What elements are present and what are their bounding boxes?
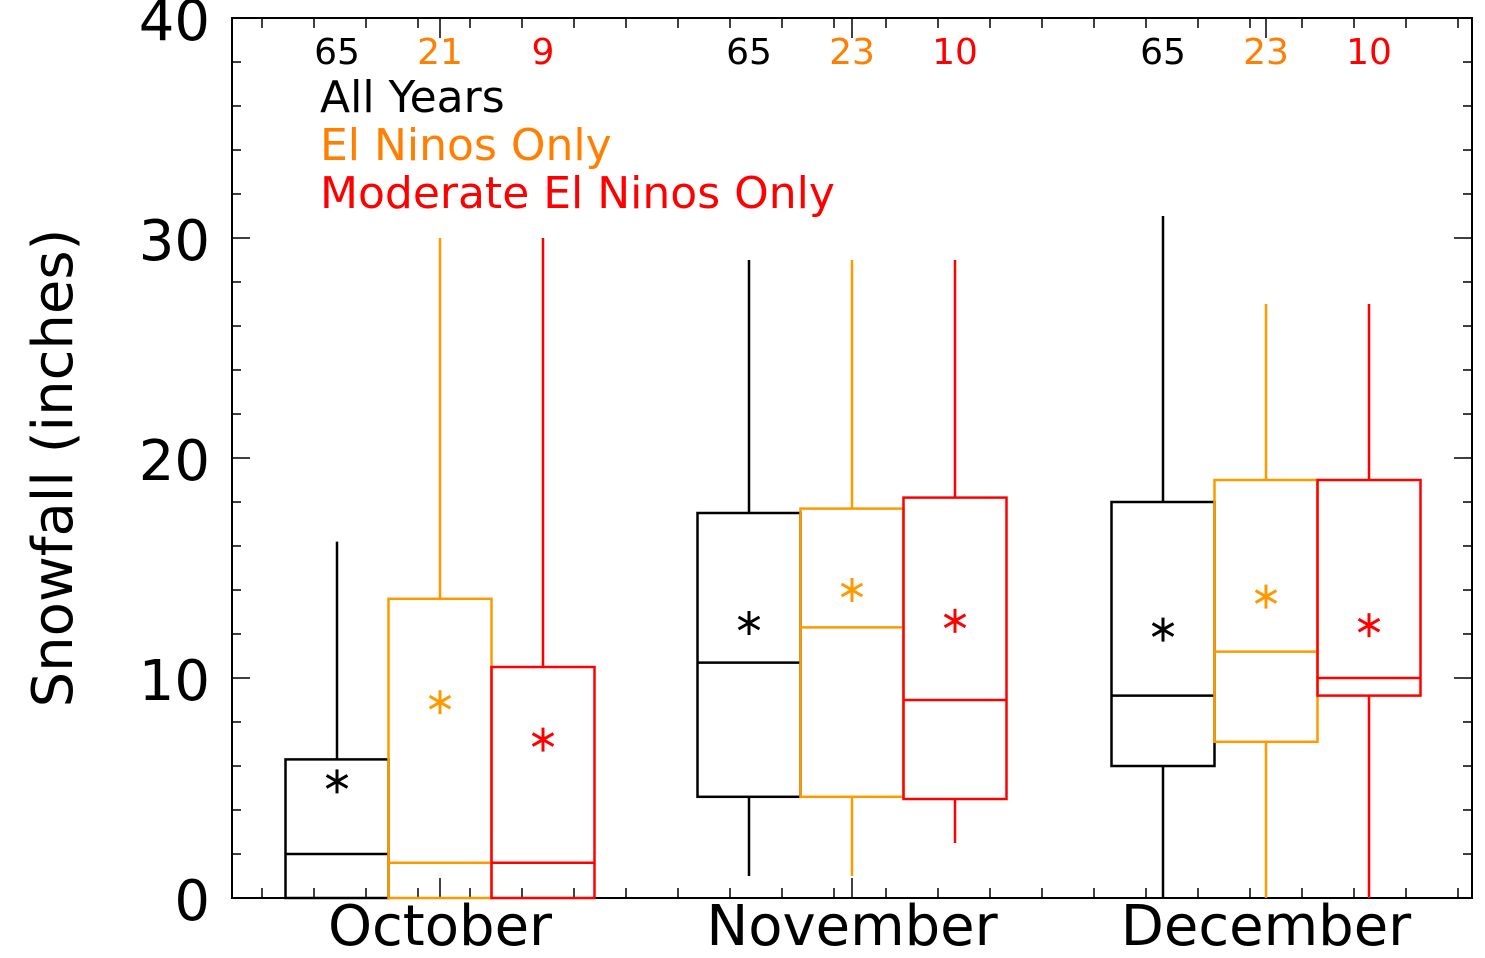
legend-entry: Moderate El Ninos Only bbox=[320, 168, 835, 219]
mean-marker bbox=[428, 690, 452, 715]
sample-count: 10 bbox=[1346, 32, 1392, 73]
box-plots bbox=[284, 216, 1422, 900]
mean-marker bbox=[840, 578, 864, 602]
iqr-box bbox=[696, 511, 802, 799]
iqr-box bbox=[387, 597, 493, 900]
box-el-ninos-only-october bbox=[387, 238, 493, 900]
sample-count: 65 bbox=[1140, 32, 1186, 73]
sample-count: 65 bbox=[314, 32, 360, 73]
box-moderate-el-ninos-only-december bbox=[1316, 304, 1422, 898]
x-axis-labels: October November December bbox=[328, 894, 1412, 958]
mean-marker bbox=[1151, 617, 1175, 642]
box-el-ninos-only-november bbox=[799, 260, 905, 876]
x-category-label: December bbox=[1121, 894, 1412, 958]
y-axis-label: Snowfall (inches) bbox=[21, 229, 86, 708]
box-all-years-december bbox=[1110, 216, 1216, 898]
y-tick-label: 40 bbox=[139, 0, 210, 54]
box-all-years-november bbox=[696, 260, 802, 876]
mean-marker bbox=[325, 769, 349, 794]
iqr-box bbox=[490, 665, 596, 900]
y-tick-label: 30 bbox=[139, 209, 210, 274]
box-all-years-october bbox=[284, 541, 390, 900]
sample-counts: 65 65 65 21 23 23 9 10 10 bbox=[314, 32, 1392, 73]
iqr-box bbox=[799, 507, 905, 799]
sample-count: 65 bbox=[726, 32, 772, 73]
y-tick-label: 0 bbox=[174, 869, 210, 934]
y-tick-label: 20 bbox=[139, 429, 210, 494]
sample-count: 10 bbox=[932, 32, 978, 73]
iqr-box bbox=[902, 496, 1008, 801]
legend-entry: El Ninos Only bbox=[320, 120, 612, 171]
mean-marker bbox=[531, 727, 555, 752]
box-moderate-el-ninos-only-november bbox=[902, 260, 1008, 843]
iqr-box bbox=[1213, 478, 1319, 744]
mean-marker bbox=[1254, 584, 1278, 609]
sample-count: 21 bbox=[417, 32, 463, 73]
y-tick-label: 10 bbox=[139, 649, 210, 714]
mean-marker bbox=[943, 608, 967, 633]
x-category-label: October bbox=[328, 894, 553, 958]
legend-entry: All Years bbox=[320, 72, 505, 123]
mean-marker bbox=[737, 611, 761, 635]
iqr-box bbox=[1316, 478, 1422, 697]
x-category-label: November bbox=[706, 894, 998, 958]
box-moderate-el-ninos-only-october bbox=[490, 238, 596, 900]
sample-count: 23 bbox=[829, 32, 875, 73]
sample-count: 23 bbox=[1243, 32, 1289, 73]
mean-marker bbox=[1357, 613, 1381, 638]
box-el-ninos-only-december bbox=[1213, 304, 1319, 898]
sample-count: 9 bbox=[532, 32, 555, 73]
axis-ticks: 0 10 20 30 40 bbox=[139, 0, 1472, 934]
